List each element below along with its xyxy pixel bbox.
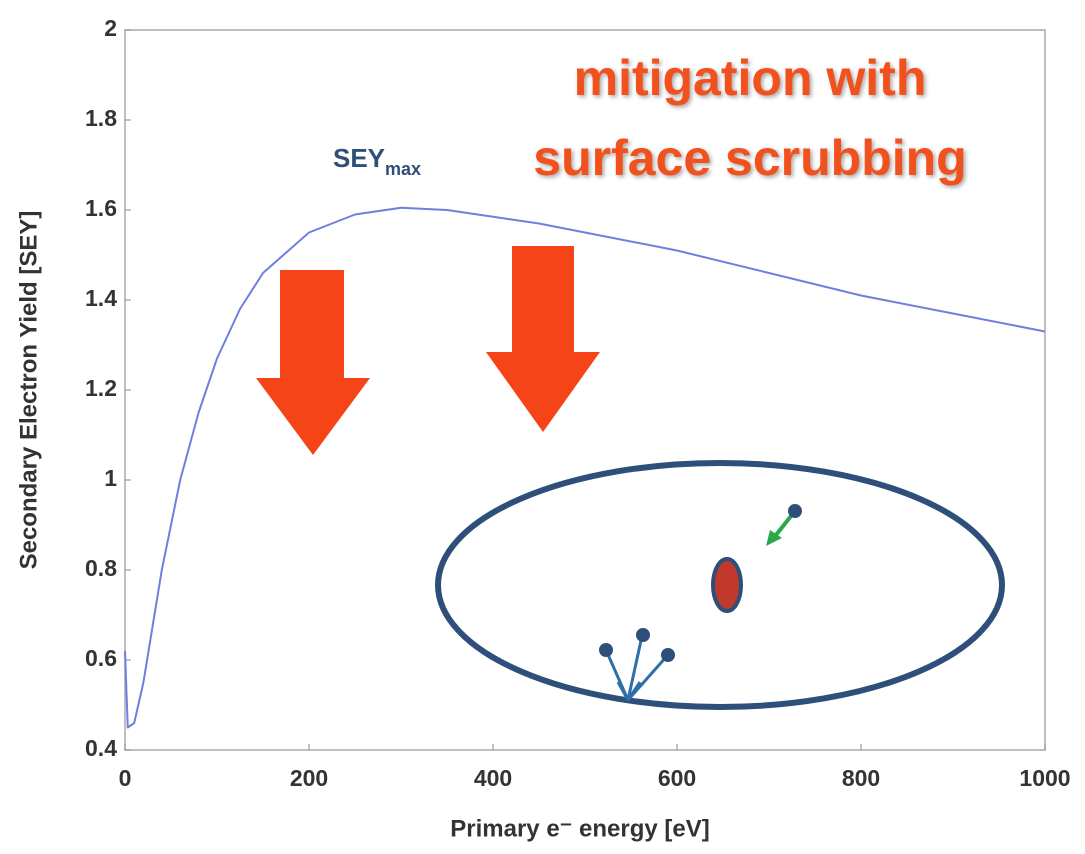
electron — [599, 643, 613, 657]
scrubbing-diagram — [435, 460, 1005, 710]
x-tick-label: 200 — [290, 765, 328, 791]
sey-text: SEY — [333, 143, 385, 173]
y-axis-label: Secondary Electron Yield [SEY] — [15, 211, 42, 570]
y-tick-label: 1.8 — [85, 105, 117, 131]
y-tick-label: 2 — [104, 15, 117, 41]
beam — [711, 557, 743, 613]
y-tick-label: 0.4 — [85, 735, 117, 761]
x-tick-label: 600 — [658, 765, 696, 791]
y-tick-label: 1.6 — [85, 195, 117, 221]
x-tick-label: 0 — [119, 765, 132, 791]
down-arrow — [486, 246, 600, 432]
electron — [661, 648, 675, 662]
y-tick-label: 1.4 — [85, 285, 117, 311]
electron — [788, 504, 802, 518]
sey-curve — [124, 206, 1046, 729]
x-tick-label: 800 — [842, 765, 880, 791]
x-tick-label: 400 — [474, 765, 512, 791]
y-tick-label: 1 — [104, 465, 117, 491]
x-axis-label: Primary e⁻ energy [eV] — [450, 815, 709, 842]
sey-sub: max — [385, 159, 421, 179]
y-tick-label: 1.2 — [85, 375, 117, 401]
sey-label: SEYmax — [333, 143, 421, 179]
y-tick-label: 0.6 — [85, 645, 117, 671]
annotation-line: mitigation with — [574, 50, 927, 106]
down-arrow — [256, 270, 370, 455]
secondary-electrons — [604, 635, 669, 701]
arrow-head — [766, 530, 782, 546]
electron — [636, 628, 650, 642]
annotation-line: surface scrubbing — [533, 130, 966, 186]
y-tick-label: 0.8 — [85, 555, 117, 581]
x-tick-label: 1000 — [1019, 765, 1070, 791]
annotation: mitigation with surface scrubbing — [533, 50, 966, 186]
chamber — [435, 460, 1005, 710]
